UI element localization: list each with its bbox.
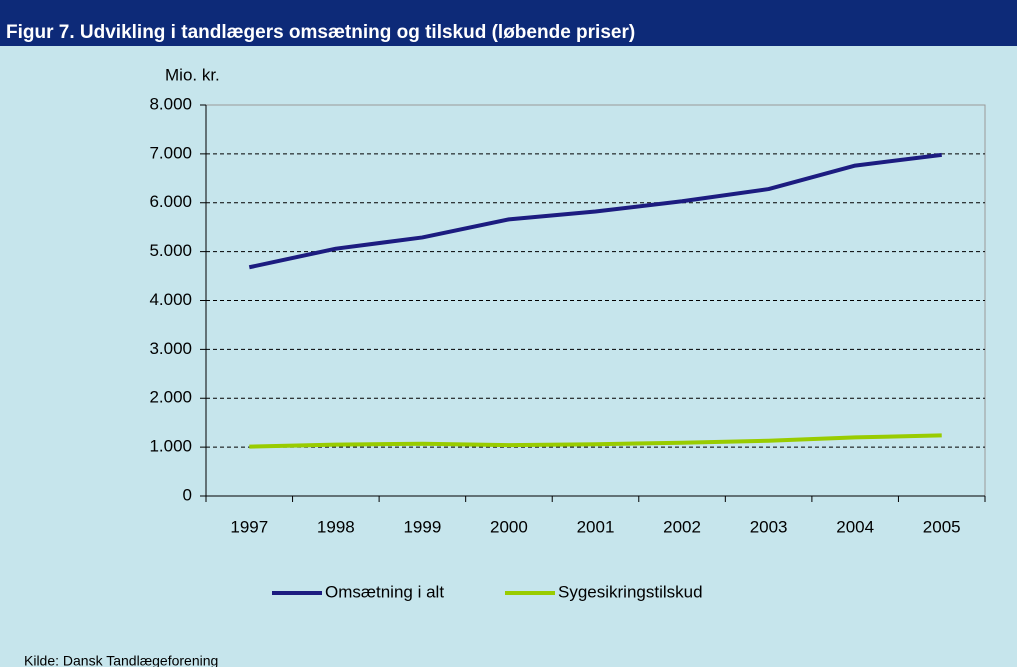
y-tick-label: 8.000 (149, 94, 192, 113)
series-line (248, 152, 942, 270)
chart-title: Figur 7. Udvikling i tandlægers omsætnin… (6, 22, 635, 43)
x-tick-label: 2005 (923, 517, 961, 536)
legend-label: Sygesikringstilskud (558, 582, 703, 601)
x-tick-label: 1998 (317, 517, 355, 536)
x-tick-label: 1999 (403, 517, 441, 536)
y-tick-label: 1.000 (149, 437, 192, 456)
y-tick-label: 5.000 (149, 241, 192, 260)
x-tick-label: 2001 (577, 517, 615, 536)
y-tick-label: 6.000 (149, 192, 192, 211)
series-line (249, 433, 942, 449)
y-axis-label: Mio. kr. (165, 65, 220, 84)
x-tick-label: 1997 (230, 517, 268, 536)
y-tick-label: 4.000 (149, 290, 192, 309)
legend-label: Omsætning i alt (325, 582, 444, 601)
y-tick-label: 3.000 (149, 339, 192, 358)
x-tick-label: 2000 (490, 517, 528, 536)
source-note: Kilde: Dansk Tandlægeforening (24, 653, 218, 667)
y-tick-label: 7.000 (149, 143, 192, 162)
y-tick-label: 2.000 (149, 388, 192, 407)
y-tick-label: 0 (183, 485, 192, 504)
x-tick-label: 2003 (750, 517, 788, 536)
x-tick-label: 2004 (836, 517, 874, 536)
header-bar (0, 0, 1017, 46)
x-tick-label: 2002 (663, 517, 701, 536)
